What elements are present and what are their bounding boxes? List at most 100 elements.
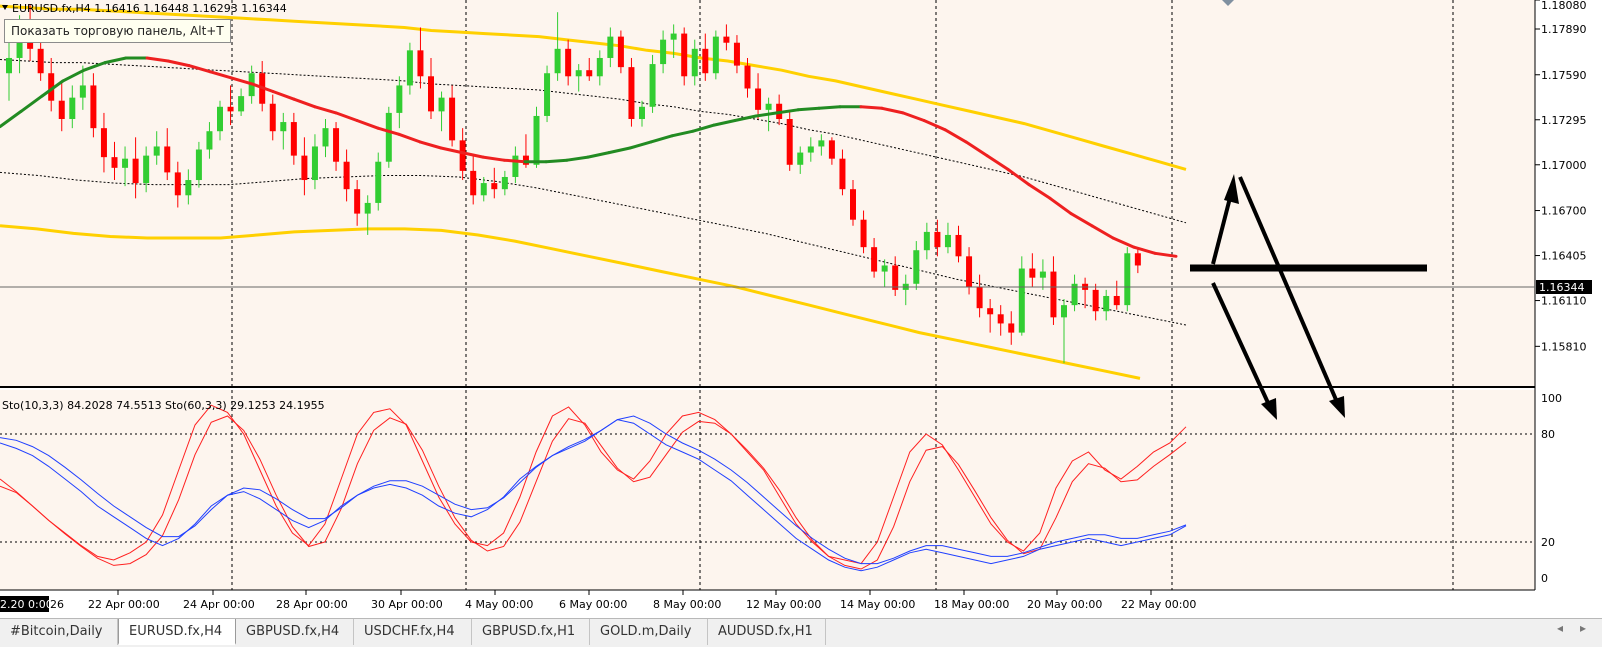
candle-body (311, 146, 318, 181)
candles (6, 4, 1141, 364)
price-tick-label: 1.17295 (1541, 114, 1587, 127)
ma-segment (145, 56, 170, 63)
candle-body (143, 155, 150, 184)
ma-segment (397, 132, 422, 144)
candle-body (459, 140, 466, 171)
ma-segment (544, 158, 569, 164)
candle-body (364, 202, 371, 214)
candle-body (69, 97, 76, 120)
chart-shift-marker-icon[interactable] (1222, 0, 1234, 6)
symbol-header: EURUSD.fx,H4 1.16416 1.16448 1.16293 1.1… (12, 2, 287, 15)
candle-body (997, 314, 1004, 324)
ma-segment (775, 108, 800, 115)
ma-segment (355, 119, 380, 130)
candle-body (586, 70, 593, 77)
candle-body (744, 65, 751, 89)
price-pane[interactable] (0, 0, 1535, 386)
chart-tab[interactable]: GBPUSD.fx,H1 (472, 619, 590, 645)
ma-segment (796, 106, 821, 112)
tabs-scroll-left-icon[interactable]: ◂ (1557, 621, 1564, 635)
ma-segment (628, 140, 653, 150)
time-tick-label: 8 May 00:00 (653, 598, 721, 611)
chart-tab[interactable]: USDCHF.fx,H4 (354, 619, 472, 645)
ma-segment (229, 76, 254, 86)
candle-body (755, 88, 762, 110)
candle-body (333, 128, 340, 162)
time-axis-first-suffix: 26 (50, 598, 64, 611)
candle-body (428, 76, 434, 112)
chart-tab[interactable]: GOLD.m,Daily (590, 619, 708, 645)
chart-tab[interactable]: AUDUSD.fx,H1 (708, 619, 826, 645)
ma-segment (187, 64, 212, 74)
candle-body (628, 67, 635, 120)
arrow-up-line[interactable] (1211, 189, 1234, 265)
candle-body (1018, 268, 1025, 333)
candle-body (733, 42, 740, 66)
ma-segment (334, 111, 359, 122)
candle-body (522, 155, 529, 165)
lower-band-line (0, 224, 1141, 380)
time-tick-label: 12 May 00:00 (746, 598, 821, 611)
candle-body (691, 48, 698, 77)
chart-tab[interactable]: EURUSD.fx,H4 (118, 619, 236, 645)
candle-body (818, 140, 825, 147)
candle-body (16, 42, 23, 58)
candle-body (396, 85, 403, 113)
ma-segment (880, 106, 905, 115)
stoch-fast-main (0, 404, 1187, 565)
chart-tab[interactable]: #Bitcoin,Daily (0, 619, 118, 645)
trend-line[interactable] (1238, 176, 1339, 403)
tabs-scroll-right-icon[interactable]: ▸ (1580, 621, 1587, 635)
ma-segment (250, 82, 275, 93)
price-tick-label: 1.16700 (1541, 205, 1587, 218)
time-axis-first-label: 2.20 0:00 (0, 598, 53, 611)
candle-body (6, 57, 12, 74)
time-tick-label: 30 Apr 00:00 (371, 598, 443, 611)
ma-segment (82, 61, 107, 72)
candle-body (1061, 305, 1067, 318)
time-axis[interactable]: 22 Apr 00:00 24 Apr 00:00 28 Apr 00:00 30 A… (88, 590, 1196, 611)
price-axis[interactable]: 1.18080 1.17890 1.17590 1.17295 1.17000 1.167… (1535, 0, 1587, 353)
candle-body (153, 146, 160, 156)
arrow-down-line[interactable] (1211, 282, 1271, 406)
candle-body (1029, 268, 1036, 278)
ma-segment (817, 105, 842, 110)
chart-tabs-bar: ◂ ▸ #Bitcoin,Daily EURUSD.fx,H4 GBPUSD.fx,… (0, 618, 1602, 647)
candle-body (1092, 289, 1099, 312)
current-price-tag: 1.16344 (1536, 280, 1592, 294)
ma-segment (208, 70, 233, 80)
ma-segment (19, 94, 44, 113)
ma-segment (586, 151, 611, 159)
arrow-up-head (1224, 174, 1239, 204)
collapse-triangle-icon[interactable] (2, 5, 8, 10)
osc-tick-label: 20 (1541, 536, 1555, 549)
arrow-down-head (1261, 398, 1277, 420)
price-tick-label: 1.17590 (1541, 69, 1587, 82)
oscillator-axis[interactable]: 100 80 20 0 (1541, 392, 1562, 585)
candle-body (923, 231, 930, 251)
ma-segment (607, 146, 632, 155)
ma-segment (376, 126, 401, 136)
ma-segment (943, 128, 968, 144)
trend-line-head (1329, 396, 1345, 418)
ma-segment (1069, 212, 1094, 228)
chart-tab[interactable]: GBPUSD.fx,H4 (236, 619, 354, 645)
ma-segment (1027, 183, 1052, 200)
candle-body (966, 256, 973, 287)
candle-body (955, 234, 962, 257)
candle-body (301, 155, 308, 181)
candle-body (322, 128, 329, 147)
oscillator-pane[interactable] (0, 390, 1535, 590)
ma-segment (439, 146, 464, 155)
candle-body (702, 48, 709, 74)
ma-segment (859, 105, 884, 110)
candle-body (227, 106, 234, 112)
ma-segment (0, 109, 23, 129)
ma-segment (670, 129, 695, 138)
candle-body (375, 161, 382, 203)
candle-body (723, 36, 730, 43)
drawn-annotations[interactable] (1190, 174, 1427, 420)
chart-window[interactable]: 1.18080 1.17890 1.17590 1.17295 1.17000 1.167… (0, 0, 1602, 618)
price-tick-label: 1.16405 (1541, 250, 1587, 263)
candle-body (100, 128, 107, 158)
